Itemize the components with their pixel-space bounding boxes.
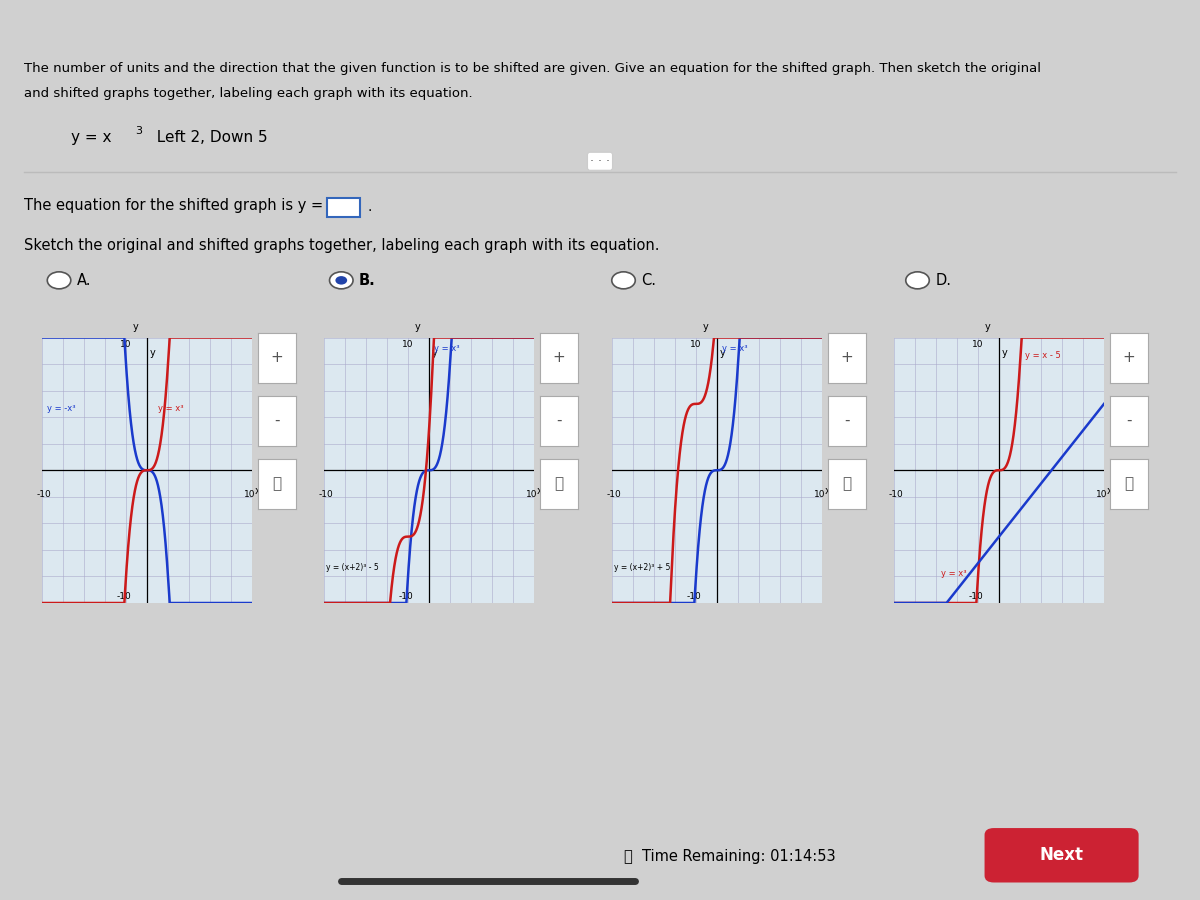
- Text: -10: -10: [37, 491, 52, 500]
- Text: y: y: [150, 348, 156, 358]
- Text: A.: A.: [77, 273, 91, 288]
- Text: y = x - 5: y = x - 5: [1025, 351, 1061, 360]
- Text: ⤢: ⤢: [842, 476, 852, 491]
- Text: x: x: [1106, 486, 1112, 496]
- Text: -: -: [1127, 413, 1132, 428]
- Text: +: +: [1123, 350, 1135, 365]
- Text: 10: 10: [814, 491, 826, 500]
- Text: -: -: [275, 413, 280, 428]
- Text: y = (x+2)³ - 5: y = (x+2)³ - 5: [326, 562, 379, 572]
- Text: y = x³: y = x³: [722, 344, 748, 353]
- Circle shape: [906, 272, 929, 289]
- Text: -10: -10: [319, 491, 334, 500]
- Text: y = x³: y = x³: [157, 403, 184, 412]
- FancyBboxPatch shape: [984, 828, 1139, 883]
- Text: 10: 10: [244, 491, 256, 500]
- Text: -: -: [845, 413, 850, 428]
- Text: C.: C.: [641, 273, 656, 288]
- Text: and shifted graphs together, labeling each graph with its equation.: and shifted graphs together, labeling ea…: [24, 87, 473, 100]
- Text: y: y: [985, 322, 991, 332]
- Text: -10: -10: [116, 592, 131, 601]
- Text: · · ·: · · ·: [590, 155, 610, 167]
- Text: y: y: [133, 322, 139, 332]
- Text: Sketch the original and shifted graphs together, labeling each graph with its eq: Sketch the original and shifted graphs t…: [24, 238, 659, 253]
- Text: -10: -10: [889, 491, 904, 500]
- Text: 10: 10: [120, 339, 131, 348]
- Text: B.: B.: [359, 273, 376, 288]
- Text: 10: 10: [1096, 491, 1108, 500]
- Text: 10: 10: [402, 339, 413, 348]
- Text: 3: 3: [136, 125, 143, 136]
- Text: -10: -10: [686, 592, 701, 601]
- Text: y = x³: y = x³: [941, 570, 967, 579]
- Text: y = x³: y = x³: [434, 344, 460, 353]
- Text: ⤢: ⤢: [1124, 476, 1134, 491]
- Text: y = -x³: y = -x³: [47, 403, 76, 412]
- Text: ⏱  Time Remaining: 01:14:53: ⏱ Time Remaining: 01:14:53: [624, 850, 835, 865]
- Circle shape: [47, 272, 71, 289]
- Text: +: +: [553, 350, 565, 365]
- Text: y: y: [415, 322, 421, 332]
- Text: x: x: [824, 486, 830, 496]
- Text: The number of units and the direction that the given function is to be shifted a: The number of units and the direction th…: [24, 62, 1040, 75]
- Text: +: +: [271, 350, 283, 365]
- Text: +: +: [841, 350, 853, 365]
- Text: The equation for the shifted graph is y =: The equation for the shifted graph is y …: [24, 198, 323, 212]
- Circle shape: [330, 272, 353, 289]
- Text: y = x: y = x: [71, 130, 112, 145]
- Text: -10: -10: [607, 491, 622, 500]
- Text: .: .: [367, 200, 372, 214]
- Text: y: y: [432, 348, 438, 358]
- Text: 10: 10: [972, 339, 983, 348]
- Text: y: y: [703, 322, 708, 332]
- Text: y = (x+2)³ + 5: y = (x+2)³ + 5: [614, 562, 671, 572]
- Text: -: -: [557, 413, 562, 428]
- Text: Left 2, Down 5: Left 2, Down 5: [148, 130, 268, 145]
- Text: Next: Next: [1039, 846, 1084, 864]
- Text: x: x: [536, 486, 542, 496]
- Text: 10: 10: [526, 491, 538, 500]
- Text: 10: 10: [690, 339, 701, 348]
- Circle shape: [612, 272, 635, 289]
- Text: y: y: [1002, 348, 1008, 358]
- FancyBboxPatch shape: [328, 198, 360, 217]
- Circle shape: [336, 276, 347, 284]
- Text: ⤢: ⤢: [554, 476, 564, 491]
- Text: D.: D.: [935, 273, 952, 288]
- Text: -10: -10: [968, 592, 983, 601]
- Text: ⤢: ⤢: [272, 476, 282, 491]
- Text: -10: -10: [398, 592, 413, 601]
- Text: x: x: [254, 486, 260, 496]
- Text: y: y: [720, 348, 726, 358]
